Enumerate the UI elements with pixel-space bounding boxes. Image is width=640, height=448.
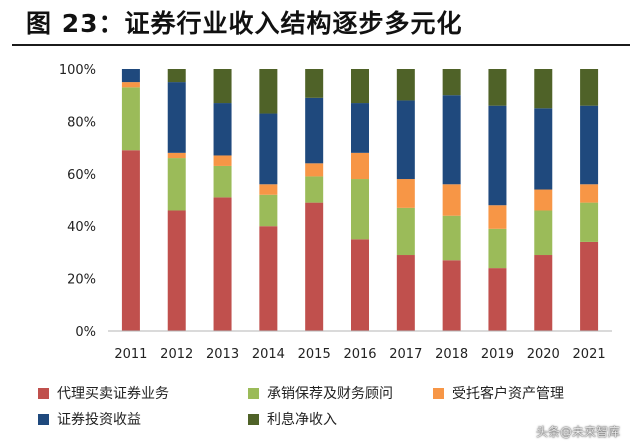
bar-segment [488, 105, 507, 206]
legend-swatch [248, 413, 259, 425]
legend-label: 证券投资收益 [57, 412, 141, 428]
x-tick-label: 2019 [481, 347, 514, 362]
bar-segment [580, 105, 599, 185]
bar-segment [259, 226, 278, 331]
bar-segment [351, 152, 369, 180]
legend-item: 利息净收入 [248, 409, 337, 429]
legend-swatch [248, 387, 259, 399]
watermark: 头条@未来智库 [535, 425, 620, 439]
y-tick-label: 100% [59, 63, 96, 78]
legend-label: 代理买卖证券业务 [57, 386, 169, 402]
bar-segment [396, 100, 415, 180]
bar-segment [305, 163, 324, 177]
legend-item: 代理买卖证券业务 [38, 383, 169, 403]
legend-swatch [38, 387, 49, 399]
x-tick-label: 2020 [527, 347, 560, 362]
bar-segment [488, 69, 507, 106]
chart-title: 图 23：证券行业收入结构逐步多元化 [26, 9, 463, 38]
bar-segment [213, 197, 232, 331]
stacked-bar-chart: 0%20%40%60%80%100% 2011 2012 2013 2014 2015 2… [59, 63, 612, 362]
bar-segment [534, 108, 553, 190]
bar-segment [305, 202, 324, 331]
bar-segment [580, 184, 599, 203]
legend-label: 利息净收入 [267, 412, 337, 428]
bar-segment [213, 103, 232, 156]
x-tick-label: 2016 [343, 347, 376, 362]
bar-segment [259, 184, 278, 195]
bar-segment [396, 255, 415, 331]
bar-segment [534, 255, 553, 331]
legend-label: 承销保荐及财务顾问 [267, 386, 393, 402]
legend-item: 受托客户资产管理 [433, 383, 564, 403]
bar-segment [442, 260, 461, 331]
bar-segment [442, 95, 461, 185]
bar-segment [396, 179, 415, 208]
legend-label: 受托客户资产管理 [452, 386, 564, 402]
bar-segment [305, 176, 324, 203]
x-tick-label: 2017 [389, 347, 422, 362]
bar-segment [580, 202, 599, 242]
bar-segment [396, 69, 415, 101]
x-tick-label: 2012 [160, 347, 193, 362]
bar-segment [488, 205, 507, 229]
bar-segment [442, 184, 461, 216]
bar-segment [351, 69, 369, 104]
bar-segment [351, 239, 369, 331]
legend-swatch [38, 413, 49, 425]
bar-segment [213, 69, 232, 104]
bar-segment [442, 215, 461, 261]
x-tick-label: 2015 [298, 347, 331, 362]
bar-segment [396, 207, 415, 256]
bar-segment [534, 210, 553, 256]
bar-segment [488, 228, 507, 269]
bar-segment [121, 87, 140, 151]
bar-segment [351, 103, 369, 153]
bar-segment [213, 165, 232, 198]
y-tick-label: 20% [67, 273, 96, 288]
y-tick-label: 80% [67, 115, 96, 130]
bar-segment [121, 150, 140, 331]
bar-segment [580, 69, 599, 106]
bar-segment [167, 69, 186, 83]
x-tick-label: 2011 [114, 347, 147, 362]
x-axis: 2011 2012 2013 2014 2015 2016 2017 2018 2019 2020… [114, 347, 605, 362]
bar-segment [305, 97, 324, 164]
x-tick-label: 2021 [573, 347, 606, 362]
bar-segment [167, 152, 186, 159]
legend-item: 证券投资收益 [38, 409, 141, 429]
bar-segment [121, 82, 140, 88]
bars-group [121, 69, 599, 331]
y-tick-label: 40% [67, 220, 96, 235]
y-tick-label: 0% [75, 325, 96, 340]
bar-segment [259, 194, 278, 227]
bar-segment [167, 210, 186, 331]
bar-segment [167, 158, 186, 211]
bar-segment [259, 69, 278, 114]
x-tick-label: 2018 [435, 347, 468, 362]
x-tick-label: 2014 [252, 347, 285, 362]
bar-segment [580, 241, 599, 331]
bar-segment [259, 113, 278, 185]
bar-segment [488, 268, 507, 331]
legend-item: 承销保荐及财务顾问 [248, 383, 393, 403]
bar-segment [442, 69, 461, 96]
y-axis: 0% 20% 40% 60% 80% 100% [59, 63, 96, 340]
bar-segment [167, 82, 186, 153]
bar-segment [534, 69, 553, 109]
legend-swatch [433, 387, 444, 399]
bar-segment [305, 69, 324, 98]
bar-segment [351, 179, 369, 240]
x-tick-label: 2013 [206, 347, 239, 362]
bar-segment [121, 69, 140, 83]
bar-segment [213, 155, 232, 166]
bar-segment [534, 189, 553, 211]
title-rule [12, 44, 630, 46]
y-tick-label: 60% [67, 168, 96, 183]
